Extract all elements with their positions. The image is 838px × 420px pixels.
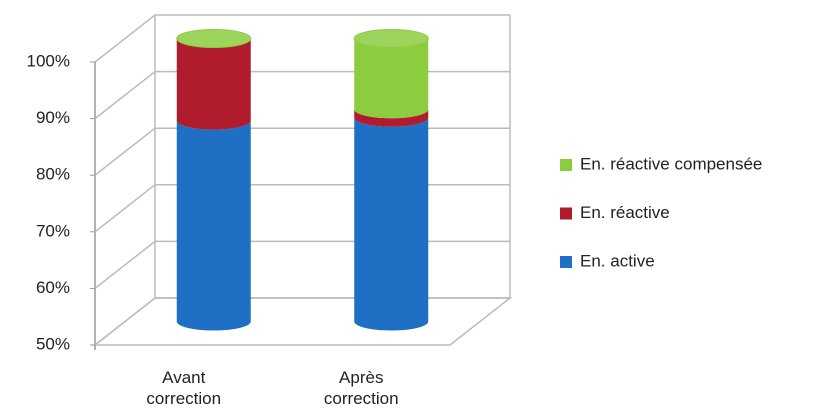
grid-line <box>94 70 510 120</box>
y-tick-label: 90% <box>36 108 70 127</box>
bar-segment <box>354 38 429 119</box>
bar-segment <box>354 109 429 127</box>
bar-segment <box>176 120 251 331</box>
bar-top <box>353 29 429 48</box>
legend-swatch <box>560 159 572 171</box>
bar-top <box>176 29 252 48</box>
legend-swatch <box>560 207 572 220</box>
y-tick-label: 70% <box>36 221 70 240</box>
bar-segment <box>354 117 429 331</box>
x-tick-label: Après correction <box>323 368 399 408</box>
y-tick-label: 100% <box>27 51 70 70</box>
y-tick-label: 50% <box>36 334 70 353</box>
legend-label: En. active <box>580 251 655 270</box>
grid-line <box>94 240 510 289</box>
grid-line <box>94 184 510 233</box>
y-tick-label: 80% <box>36 165 70 184</box>
y-tick-label: 60% <box>36 278 70 297</box>
legend-swatch <box>560 256 572 268</box>
grid-line <box>94 127 510 176</box>
legend-label: En. réactive <box>580 203 670 222</box>
bar-segment <box>176 38 251 130</box>
grid-line <box>94 297 510 346</box>
floor <box>92 297 513 346</box>
legend-label: En. réactive compensée <box>580 154 762 173</box>
grid-line <box>94 14 510 63</box>
x-tick-label: Avant correction <box>146 368 222 408</box>
